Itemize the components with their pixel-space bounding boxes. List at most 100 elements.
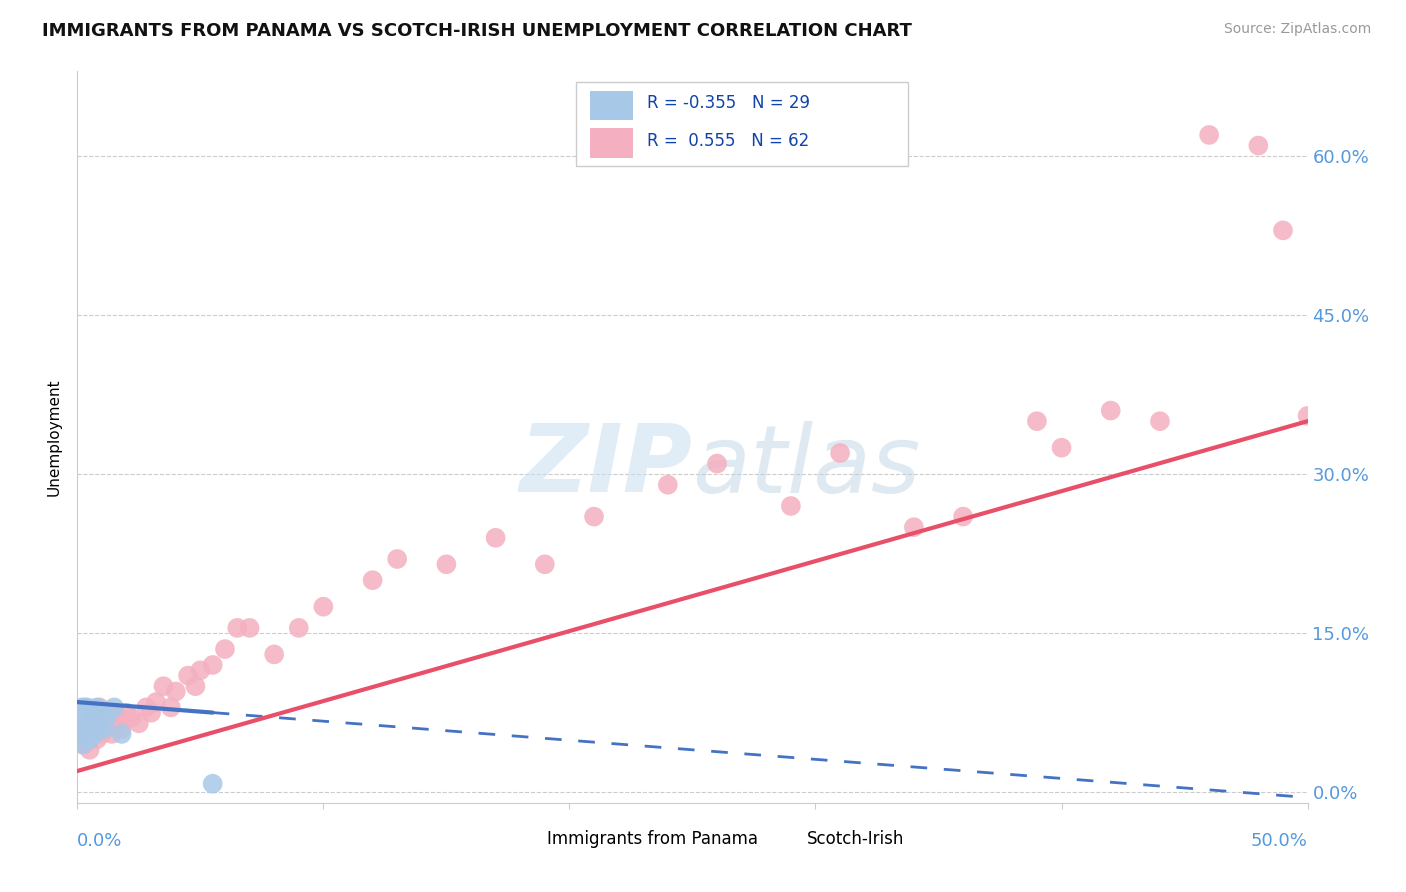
Point	[105, 716, 128, 731]
Point	[135, 700, 157, 714]
Point	[69, 732, 91, 747]
Point	[115, 706, 138, 720]
Point	[86, 700, 108, 714]
Point	[706, 457, 728, 471]
Point	[83, 711, 105, 725]
FancyBboxPatch shape	[591, 128, 634, 158]
Point	[1247, 138, 1270, 153]
Point	[111, 727, 132, 741]
Point	[82, 722, 104, 736]
Text: atlas: atlas	[693, 421, 921, 512]
Point	[103, 706, 125, 720]
Point	[96, 722, 118, 736]
Point	[76, 716, 98, 731]
Point	[69, 716, 91, 731]
Point	[70, 722, 93, 736]
Point	[288, 621, 311, 635]
Point	[89, 722, 111, 736]
Point	[436, 558, 458, 572]
Point	[73, 738, 96, 752]
Point	[70, 727, 93, 741]
Point	[70, 738, 93, 752]
Text: R = -0.355   N = 29: R = -0.355 N = 29	[647, 94, 810, 112]
Text: R =  0.555   N = 62: R = 0.555 N = 62	[647, 132, 810, 150]
Text: Source: ZipAtlas.com: Source: ZipAtlas.com	[1223, 22, 1371, 37]
Point	[73, 711, 96, 725]
Point	[780, 499, 803, 513]
Point	[214, 642, 236, 657]
Point	[111, 722, 132, 736]
Point	[73, 722, 96, 736]
Text: IMMIGRANTS FROM PANAMA VS SCOTCH-IRISH UNEMPLOYMENT CORRELATION CHART: IMMIGRANTS FROM PANAMA VS SCOTCH-IRISH U…	[42, 22, 912, 40]
Point	[79, 706, 101, 720]
Point	[76, 700, 98, 714]
Point	[96, 711, 118, 725]
FancyBboxPatch shape	[575, 82, 908, 167]
Point	[184, 679, 207, 693]
Point	[121, 711, 143, 725]
Point	[1198, 128, 1220, 142]
Point	[86, 732, 108, 747]
Point	[76, 727, 98, 741]
Point	[108, 711, 131, 725]
Point	[79, 722, 101, 736]
Point	[70, 700, 93, 714]
Point	[152, 679, 174, 693]
Text: ZIP: ZIP	[520, 420, 693, 512]
Point	[201, 658, 224, 673]
Point	[1296, 409, 1319, 423]
Point	[1026, 414, 1049, 428]
Point	[361, 573, 384, 587]
Point	[239, 621, 262, 635]
Point	[583, 509, 606, 524]
Point	[226, 621, 249, 635]
Point	[103, 700, 125, 714]
Point	[93, 722, 115, 736]
Y-axis label: Unemployment: Unemployment	[46, 378, 62, 496]
Point	[165, 684, 187, 698]
Point	[188, 663, 212, 677]
Point	[201, 777, 224, 791]
Point	[128, 716, 150, 731]
Point	[83, 727, 105, 741]
Point	[903, 520, 925, 534]
Point	[83, 722, 105, 736]
Point	[69, 727, 91, 741]
Point	[101, 727, 124, 741]
Point	[89, 723, 111, 738]
FancyBboxPatch shape	[515, 828, 541, 848]
Point	[79, 732, 101, 747]
Point	[830, 446, 852, 460]
Point	[98, 706, 121, 720]
Point	[657, 477, 679, 491]
Point	[69, 706, 91, 720]
Point	[160, 700, 183, 714]
Point	[82, 706, 104, 720]
Point	[82, 727, 104, 741]
Point	[86, 716, 108, 731]
Point	[1099, 403, 1122, 417]
Text: 50.0%: 50.0%	[1251, 832, 1308, 850]
Point	[534, 558, 557, 572]
Point	[177, 668, 200, 682]
Point	[90, 706, 114, 720]
Point	[1050, 441, 1073, 455]
Point	[1149, 414, 1171, 428]
Point	[1272, 223, 1295, 237]
Point	[90, 711, 114, 725]
Point	[90, 727, 114, 741]
Point	[70, 716, 93, 731]
Point	[79, 716, 101, 731]
Point	[79, 743, 101, 757]
Point	[263, 648, 285, 662]
Text: Immigrants from Panama: Immigrants from Panama	[547, 830, 758, 847]
Point	[312, 599, 335, 614]
FancyBboxPatch shape	[591, 91, 634, 120]
FancyBboxPatch shape	[772, 828, 800, 848]
Point	[83, 706, 105, 720]
Text: 0.0%: 0.0%	[77, 832, 122, 850]
Point	[952, 509, 974, 524]
Point	[93, 716, 115, 731]
Point	[86, 716, 108, 731]
Point	[145, 695, 167, 709]
